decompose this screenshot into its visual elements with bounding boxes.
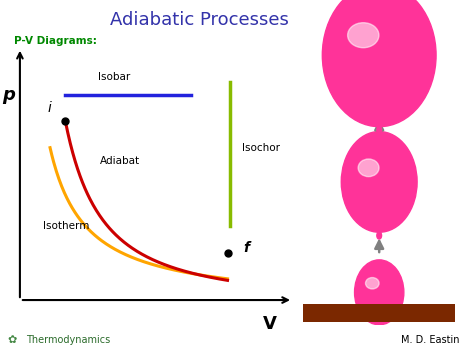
Ellipse shape	[377, 324, 382, 332]
Ellipse shape	[347, 23, 379, 48]
FancyBboxPatch shape	[303, 304, 455, 322]
Text: i: i	[48, 101, 52, 115]
Text: Isochor: Isochor	[242, 143, 280, 153]
Ellipse shape	[355, 260, 404, 325]
Text: Adiabatic Processes: Adiabatic Processes	[109, 11, 289, 29]
Text: ✿: ✿	[7, 335, 17, 345]
Text: Adiabat: Adiabat	[100, 156, 140, 166]
Text: V: V	[263, 315, 277, 333]
Text: f: f	[243, 240, 249, 255]
Ellipse shape	[358, 159, 379, 177]
Text: Thermodynamics: Thermodynamics	[26, 335, 110, 345]
Ellipse shape	[365, 278, 379, 289]
Ellipse shape	[322, 0, 436, 127]
Text: Isotherm: Isotherm	[43, 222, 89, 231]
Ellipse shape	[377, 232, 382, 239]
Ellipse shape	[341, 132, 417, 232]
Text: M. D. Eastin: M. D. Eastin	[401, 335, 460, 345]
Text: p: p	[2, 86, 15, 104]
Text: Isobar: Isobar	[98, 72, 130, 82]
Text: P-V Diagrams:: P-V Diagrams:	[14, 36, 97, 45]
Ellipse shape	[377, 126, 382, 133]
